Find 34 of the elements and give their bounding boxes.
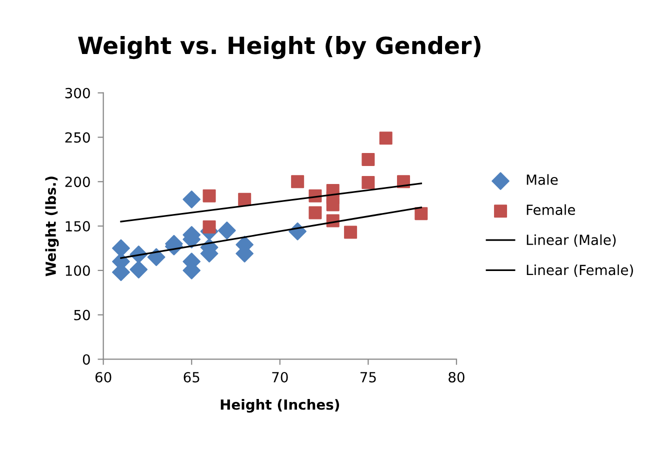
point xyxy=(308,206,322,220)
chart-title: Weight vs. Height (by Gender) xyxy=(78,36,480,60)
point xyxy=(362,152,375,166)
x-tick-label: 80 xyxy=(448,372,464,382)
point xyxy=(147,248,166,266)
y-tick-label: 50 xyxy=(74,310,90,320)
y-tick-label: 250 xyxy=(65,132,90,143)
y-tick-label: 150 xyxy=(66,221,90,232)
y-tick-label: 0 xyxy=(82,354,90,365)
x-tick-label: 70 xyxy=(272,372,288,382)
x-tick-label: 60 xyxy=(95,372,112,382)
point xyxy=(291,175,304,188)
point xyxy=(218,222,236,240)
x-axis-title: Height (Inches) xyxy=(220,399,340,413)
y-axis-title: Weight (lbs.) xyxy=(45,176,59,276)
point xyxy=(130,260,148,278)
point xyxy=(344,226,358,239)
point xyxy=(238,192,252,206)
point xyxy=(202,220,216,234)
legend-label: Linear (Female) xyxy=(526,264,633,277)
point xyxy=(202,189,216,202)
x-tick-label: 65 xyxy=(184,372,200,382)
point xyxy=(326,198,340,212)
point xyxy=(362,176,375,190)
legend-label: Linear (Male) xyxy=(526,234,616,247)
y-tick-label: 300 xyxy=(65,88,90,98)
y-tick-label: 200 xyxy=(65,176,90,188)
point xyxy=(414,207,428,220)
point xyxy=(182,190,201,208)
point xyxy=(379,132,392,145)
legend-label: Female xyxy=(526,204,576,216)
x-tick-label: 75 xyxy=(360,372,376,382)
legend-label: Male xyxy=(526,174,558,185)
y-tick-label: 100 xyxy=(66,265,90,276)
